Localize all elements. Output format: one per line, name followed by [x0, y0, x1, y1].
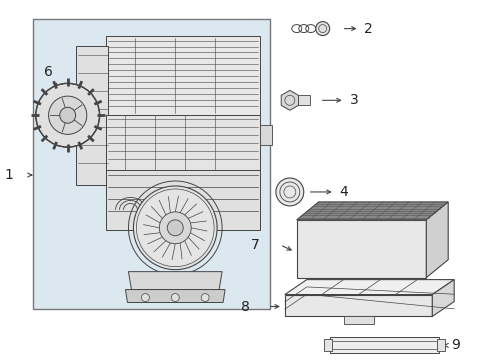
Circle shape [49, 96, 87, 134]
Circle shape [36, 84, 99, 147]
Bar [75, 45, 107, 185]
Circle shape [167, 220, 183, 236]
Bar [437, 339, 445, 351]
Polygon shape [125, 289, 225, 302]
Bar [285, 294, 432, 316]
Circle shape [276, 178, 304, 206]
Bar [105, 36, 260, 115]
Circle shape [316, 22, 330, 36]
Polygon shape [128, 272, 222, 289]
Text: 2: 2 [364, 22, 372, 36]
Text: 6: 6 [44, 66, 53, 80]
Polygon shape [297, 202, 448, 220]
Circle shape [159, 212, 191, 244]
Text: 7: 7 [251, 238, 260, 252]
Bar [297, 220, 426, 278]
Text: 3: 3 [349, 93, 358, 107]
Polygon shape [426, 202, 448, 278]
Bar [105, 170, 260, 230]
Bar [105, 115, 260, 170]
Circle shape [172, 293, 179, 302]
Bar [343, 316, 373, 324]
Circle shape [133, 186, 217, 270]
Bar [324, 339, 332, 351]
Bar [260, 125, 272, 145]
Text: 4: 4 [340, 185, 348, 199]
Text: 5: 5 [136, 208, 145, 222]
Polygon shape [285, 280, 454, 294]
Bar [33, 19, 270, 310]
Circle shape [60, 107, 75, 123]
Bar [330, 337, 439, 353]
Text: 1: 1 [4, 168, 13, 182]
Bar [290, 95, 310, 105]
Text: 9: 9 [451, 338, 460, 352]
Circle shape [201, 293, 209, 302]
Text: 8: 8 [241, 300, 250, 314]
Polygon shape [432, 280, 454, 316]
Polygon shape [281, 90, 298, 110]
Circle shape [142, 293, 149, 302]
